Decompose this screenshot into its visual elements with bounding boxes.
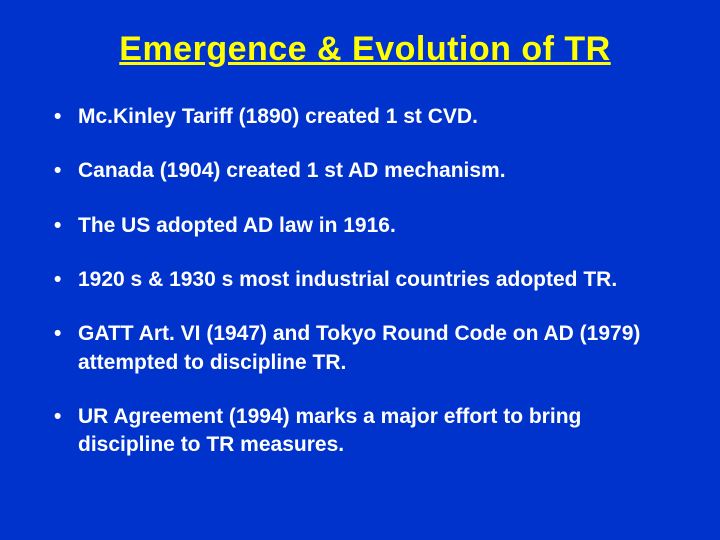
list-item: 1920 s & 1930 s most industrial countrie… bbox=[50, 266, 680, 294]
list-item: The US adopted AD law in 1916. bbox=[50, 212, 680, 240]
bullet-list: Mc.Kinley Tariff (1890) created 1 st CVD… bbox=[50, 103, 680, 460]
list-item: Mc.Kinley Tariff (1890) created 1 st CVD… bbox=[50, 103, 680, 131]
slide-title: Emergence & Evolution of TR bbox=[50, 30, 680, 69]
list-item: Canada (1904) created 1 st AD mechanism. bbox=[50, 157, 680, 185]
list-item: GATT Art. VI (1947) and Tokyo Round Code… bbox=[50, 320, 680, 377]
list-item: UR Agreement (1994) marks a major effort… bbox=[50, 403, 680, 460]
